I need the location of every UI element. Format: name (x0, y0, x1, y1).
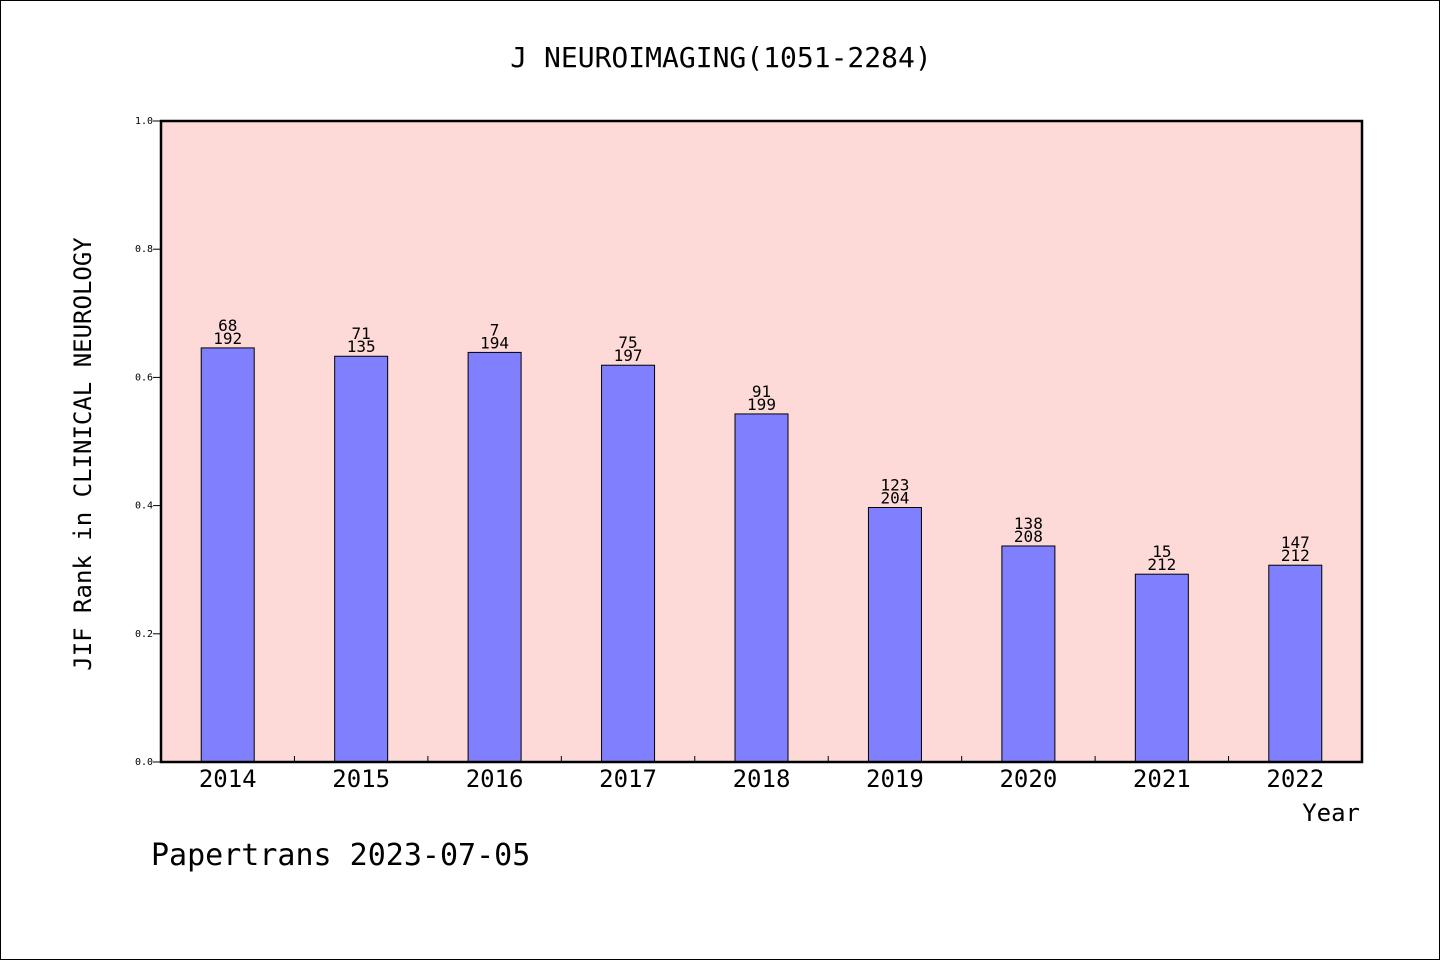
bar-2014 (200, 347, 255, 763)
x-tick-label-2019: 2019 (866, 765, 924, 793)
bar-2021 (1134, 573, 1189, 763)
chart-title: J NEUROIMAGING(1051-2284) (510, 41, 931, 74)
bar-2016 (467, 351, 522, 763)
bar-label-bottom-2014: 192 (213, 329, 242, 348)
bar-label-bottom-2019: 204 (880, 489, 909, 508)
bar-2015 (334, 355, 389, 763)
x-tick-label-2018: 2018 (733, 765, 791, 793)
bar-label-bottom-2020: 208 (1014, 527, 1043, 546)
footer-text: Papertrans 2023-07-05 (151, 838, 530, 873)
bar-2018 (734, 413, 789, 763)
x-tick-label-2014: 2014 (199, 765, 257, 793)
bar-label-top-2020: 138 (1014, 514, 1043, 533)
bar-label-top-2018: 91 (752, 382, 771, 401)
bar-label-top-2017: 75 (618, 333, 637, 352)
bar-label-bottom-2021: 212 (1147, 555, 1176, 574)
bar-label-top-2022: 147 (1281, 533, 1310, 552)
bar-label-top-2014: 68 (218, 316, 237, 335)
axis-ticks: 2014 2015 2016 2017 2018 2019 2020 2021 2022 0.0 0… (135, 116, 1324, 793)
bar-2019 (867, 507, 922, 763)
x-axis-label: Year (1302, 799, 1360, 827)
y-tick-label-0.2: 0.2 (135, 629, 153, 640)
x-tick-label-2016: 2016 (466, 765, 524, 793)
bar-label-bottom-2016: 194 (480, 333, 509, 352)
bar-label-top-2016: 7 (490, 320, 500, 339)
bar-label-top-2015: 71 (352, 324, 371, 343)
plot-border (159, 119, 1364, 764)
x-tick-label-2020: 2020 (999, 765, 1057, 793)
x-tick-label-2017: 2017 (599, 765, 657, 793)
bar-label-top-2019: 123 (880, 476, 909, 495)
x-tick-label-2022: 2022 (1266, 765, 1324, 793)
bar-2020 (1001, 545, 1056, 763)
bar-label-bottom-2022: 212 (1281, 546, 1310, 565)
y-tick-label-0.6: 0.6 (135, 372, 153, 383)
y-axis-label: JIF Rank in CLINICAL NEUROLOGY (69, 237, 97, 671)
y-tick-label-0.0: 0.0 (135, 757, 153, 768)
bar-label-bottom-2015: 135 (347, 337, 376, 356)
bar-2017 (601, 364, 656, 763)
y-tick-label-0.4: 0.4 (135, 501, 153, 512)
bar-2022 (1268, 564, 1323, 763)
x-tick-label-2021: 2021 (1133, 765, 1191, 793)
bar-label-bottom-2017: 197 (614, 346, 643, 365)
bar-label-top-2021: 15 (1152, 542, 1171, 561)
x-tick-label-2015: 2015 (332, 765, 390, 793)
y-tick-label-1.0: 1.0 (135, 116, 153, 127)
y-tick-label-0.8: 0.8 (135, 244, 153, 255)
bar-label-bottom-2018: 199 (747, 395, 776, 414)
